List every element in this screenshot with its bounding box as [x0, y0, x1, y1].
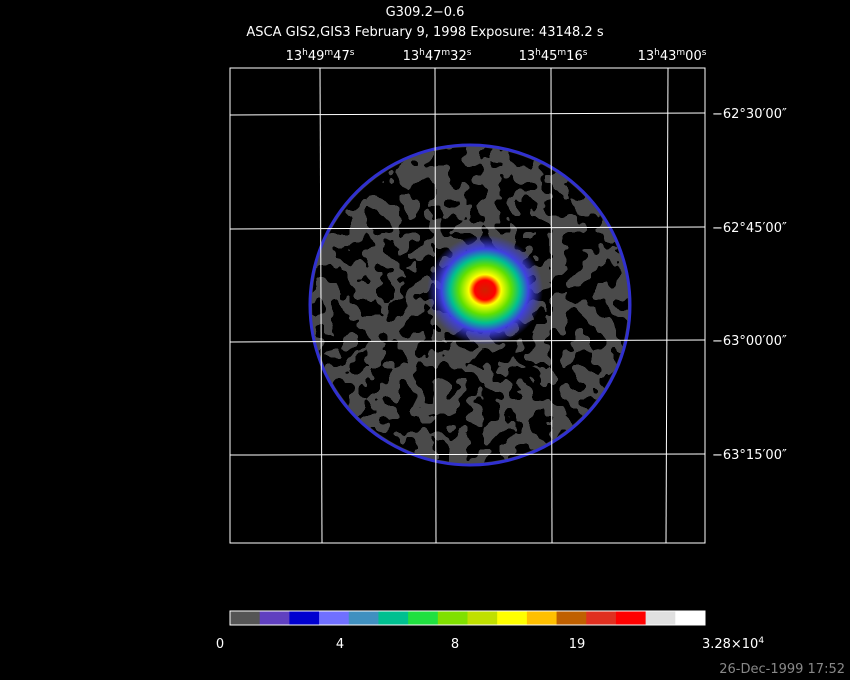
- colorbar-swatch: [556, 611, 587, 625]
- dec-label: −62°45′00″: [712, 221, 787, 236]
- dec-label: −63°15′00″: [712, 448, 787, 463]
- superscript: h: [654, 48, 660, 58]
- colorbar-frame: [229, 610, 706, 626]
- colorbar: 0 4 8 19 3.28×104: [216, 610, 764, 652]
- colorbar-swatch: [289, 611, 320, 625]
- colorbar-label: 19: [569, 637, 586, 652]
- label-part: 43: [660, 49, 677, 64]
- superscript: h: [419, 48, 425, 58]
- superscript: m: [676, 48, 685, 58]
- label-part: 32: [450, 49, 467, 64]
- label-part: 3.28×10: [702, 637, 758, 652]
- label-part: 13: [403, 49, 420, 64]
- colorbar-swatch: [467, 611, 498, 625]
- colorbar-swatch: [675, 611, 706, 625]
- label-part: 13: [286, 49, 303, 64]
- label-part: 0: [216, 637, 224, 652]
- dec-labels: −62°30′00″ −62°45′00″ −63°00′00″ −63°15′00″: [712, 107, 787, 463]
- superscript: m: [557, 48, 566, 58]
- colorbar-swatch: [497, 611, 528, 625]
- colorbar-swatch: [586, 611, 617, 625]
- superscript: s: [350, 48, 355, 58]
- colorbar-swatch: [437, 611, 468, 625]
- ra-label: 13h45m16s: [519, 48, 588, 64]
- dec-label: −62°30′00″: [712, 107, 787, 122]
- colorbar-swatch: [319, 611, 350, 625]
- colorbar-swatch: [526, 611, 558, 625]
- image: [308, 143, 632, 467]
- colorbar-swatch: [645, 611, 676, 625]
- label-part: 00: [685, 49, 702, 64]
- timestamp: 26-Dec-1999 17:52: [719, 662, 845, 677]
- superscript: m: [324, 48, 333, 58]
- colorbar-swatch: [408, 611, 439, 625]
- colorbar-swatch: [348, 611, 379, 625]
- label-part: 8: [451, 637, 459, 652]
- label-part: 13: [638, 49, 655, 64]
- label-part: 47: [425, 49, 442, 64]
- subtitle: ASCA GIS2,GIS3 February 9, 1998 Exposure…: [246, 25, 603, 40]
- label-part: 4: [336, 637, 344, 652]
- superscript: s: [467, 48, 472, 58]
- colorbar-swatch: [230, 611, 261, 625]
- dec-label: −63°00′00″: [712, 334, 787, 349]
- plot-frame: [229, 67, 706, 544]
- colorbar-label: 8: [451, 637, 459, 652]
- ra-label: 13h43m00s: [638, 48, 707, 64]
- ra-labels: 13h49m47s 13h47m32s 13h45m16s 13h43m00s: [286, 48, 707, 64]
- ra-label: 13h49m47s: [286, 48, 355, 64]
- label-part: 45: [541, 49, 558, 64]
- label-part: 19: [569, 637, 586, 652]
- superscript: s: [583, 48, 588, 58]
- title: G309.2−0.6: [386, 5, 465, 20]
- superscript: s: [702, 48, 707, 58]
- label-part: 49: [308, 49, 325, 64]
- superscript: 4: [758, 636, 764, 646]
- label-part: 47: [333, 49, 350, 64]
- coordinate-grid: [229, 67, 706, 544]
- colorbar-label: 3.28×104: [702, 636, 764, 652]
- superscript: m: [441, 48, 450, 58]
- superscript: h: [535, 48, 541, 58]
- superscript: h: [302, 48, 308, 58]
- label-part: 16: [566, 49, 583, 64]
- label-part: 13: [519, 49, 536, 64]
- colorbar-label: 0: [216, 637, 224, 652]
- colorbar-swatch: [615, 611, 647, 625]
- colorbar-swatch: [378, 611, 409, 625]
- colorbar-label: 4: [336, 637, 344, 652]
- colorbar-swatch: [259, 611, 290, 625]
- ra-label: 13h47m32s: [403, 48, 472, 64]
